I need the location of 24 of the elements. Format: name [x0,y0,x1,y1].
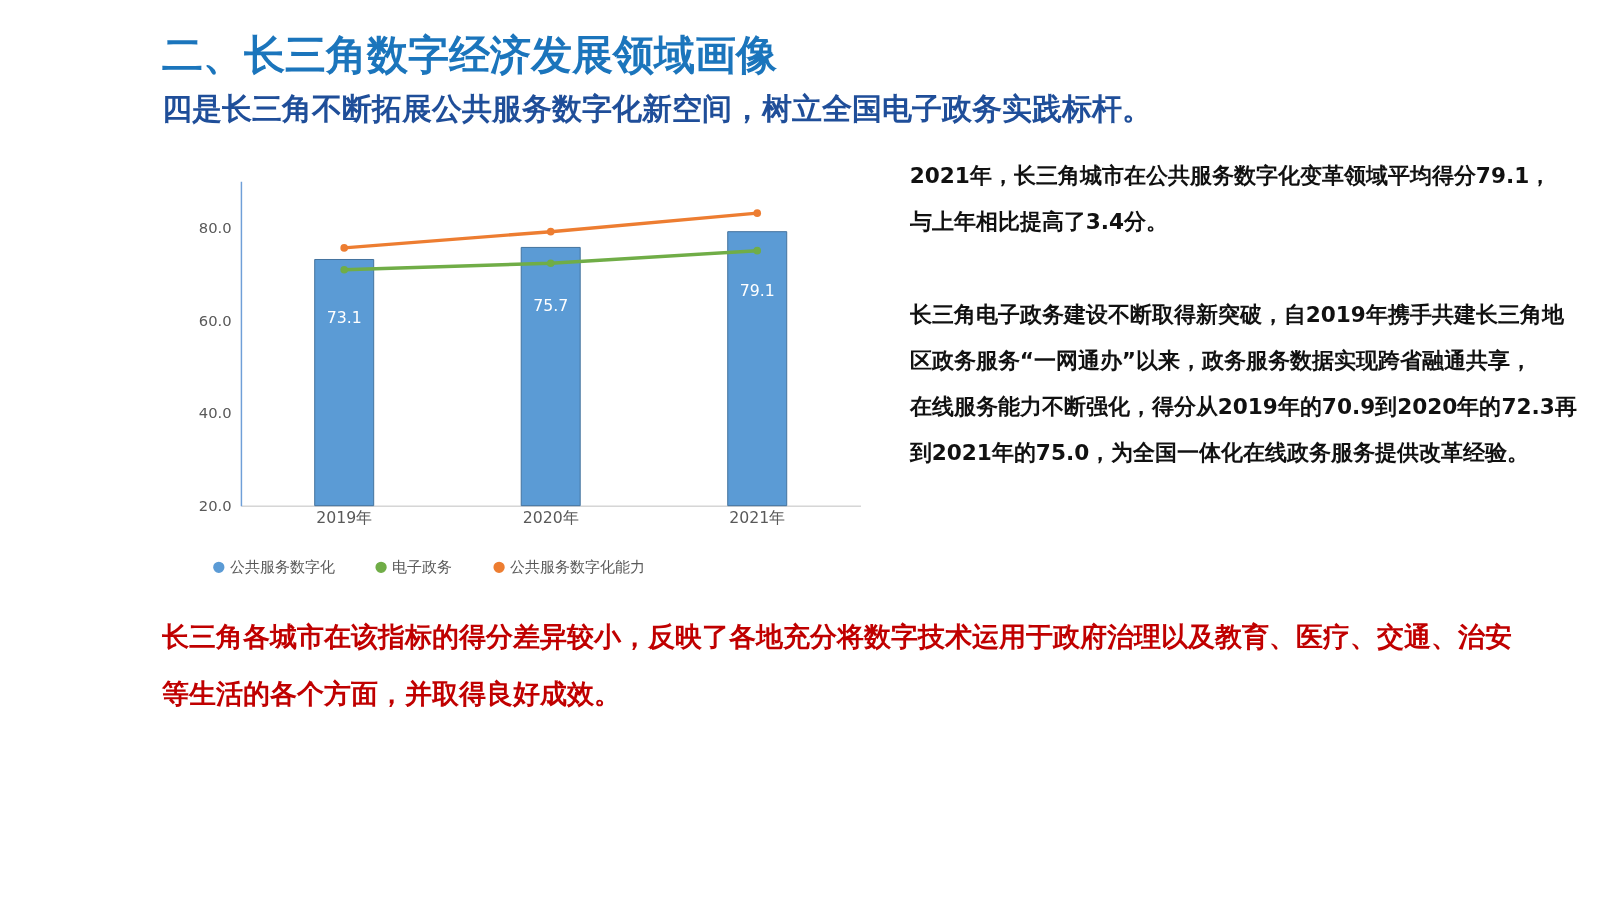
y-tick-label: 60.0 [198,311,232,329]
point [340,244,348,252]
point [340,265,348,274]
point [546,259,555,267]
data-label: 73.1 [326,308,362,328]
y-tick-label: 40.0 [198,404,232,422]
x-tick-label: 2021年 [729,507,786,527]
y-tick-label: 20.0 [198,497,232,515]
point [546,227,555,236]
chart-subtitle: 四是长三角不断拓展公共服务数字化新空间，树立全国电子政务实践标杆。 [162,92,1153,127]
text: 2021年，长三角城市在公共服务数字化变革领域平均得分79.1，与上年相比提高了3.4分。 [908,163,1552,235]
text: 长三角各城市在该指标的得分差异较小，反映了各地充分将数字技术运用于政府治理以及教育、医疗、交通、治安等生活的各个方面，并取得良好成效。 [161,621,1513,710]
chart-title: 二、长三角数字经济发展领域画像 [162,31,779,80]
legend-label: 公共服务数字化 [230,558,336,576]
data-label: 79.1 [739,280,775,300]
point [753,246,762,255]
x-tick-label: 2020年 [522,507,579,527]
text: 长三角电子政务建设不断取得新突破，自2019年携手共建长三角地区政务服务“一网通办”以来，政务服务数据实现跨省融通共享，在线服务能力不断强化，得分从2019年的70.9到2020年的72.3再到2021年的75.0，为全国一体化在线政务服务提供改革经验。 [908,301,1577,466]
point [753,209,762,217]
legend-label: 电子政务 [392,558,453,576]
legend-label: 公共服务数字化能力 [510,558,646,576]
data-label: 75.7 [533,296,569,316]
y-tick-label: 80.0 [198,218,232,236]
x-tick-label: 2019年 [316,507,373,527]
